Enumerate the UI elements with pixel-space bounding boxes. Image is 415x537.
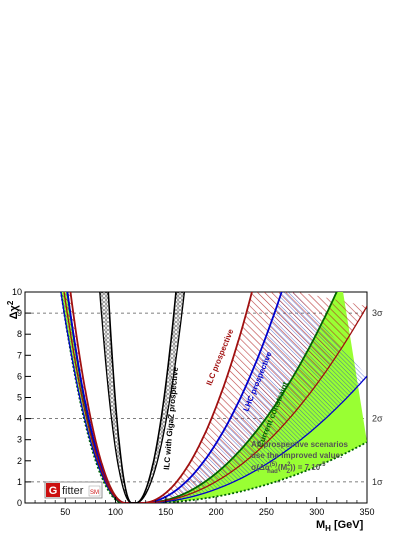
annotation-line3: σ(Δα(5) had(M2 Z)) = 7 10-5 [251, 462, 326, 475]
logo-word: fitter [62, 485, 84, 497]
annotation-line3-c: )) = 7 10 [290, 463, 321, 472]
y-tick-label-7: 6 [17, 371, 22, 381]
annotation-line3-sup2: 2 [287, 462, 291, 468]
band-3 [64, 292, 367, 503]
curve-3-outer [63, 292, 367, 503]
x-tick-label-3: 150 [158, 507, 173, 517]
sigma-label-2: 2σ [372, 414, 383, 424]
curve-1-outer [60, 292, 367, 503]
x-axis-title-unit: [GeV] [334, 519, 364, 531]
y-tick-label-8: 7 [17, 350, 22, 360]
y-tick-label-1: 0 [17, 498, 22, 508]
x-axis-title-sub: H [325, 524, 331, 533]
y-tick-label-2: 1 [17, 477, 22, 487]
annotation-line2: use the improved value: [251, 451, 343, 460]
annotation-block: All prospective scenarios use the improv… [251, 440, 348, 475]
x-axis-title: MH [GeV] [316, 519, 364, 533]
curves-layer [60, 292, 367, 503]
curve-4-inner [107, 292, 177, 503]
axes-layer: 50 100 150 200 250 300 350 0 1 2 3 4 5 6 7 8 9 10 [12, 287, 375, 517]
y-tick-label-5: 4 [17, 414, 22, 424]
annotation-line3-sub: had [267, 469, 278, 475]
curve-4-outer [99, 292, 186, 503]
x-tick-label-2: 100 [108, 507, 123, 517]
annotation-line3-sup: (5) [270, 462, 277, 468]
logo-badge: SM [90, 490, 99, 496]
annotation-line1: All prospective scenarios [251, 440, 348, 449]
y-axis-title-sup: 2 [6, 300, 15, 305]
x-tick-label-1: 50 [60, 507, 70, 517]
band-1 [61, 292, 367, 503]
y-axis-title: Δχ2 [6, 300, 20, 319]
x-axis-title-main: M [316, 519, 325, 531]
annotation-line3-a: σ(Δα [251, 463, 270, 472]
logo-g-box [46, 483, 60, 497]
y-tick-label-4: 3 [17, 435, 22, 445]
y-tick-label-10: 9 [17, 308, 22, 318]
band-4 [99, 292, 185, 503]
annotation-line3-exp: -5 [320, 462, 326, 468]
logo-badge-box [88, 485, 101, 497]
y-axis-title-main: Δχ [8, 304, 20, 319]
annotation-line3-sub2: Z [287, 469, 291, 475]
logo-g-letter: G [49, 485, 58, 497]
x-tick-label-4: 200 [209, 507, 224, 517]
curve-2-inner [66, 292, 283, 503]
y-tick-label-3: 2 [17, 456, 22, 466]
sigma-label-1: 1σ [372, 477, 383, 487]
x-tick-label-7: 350 [359, 507, 374, 517]
annotation-line3-b: (M [278, 463, 288, 472]
curve-3-inner [69, 292, 253, 503]
y-tick-label-9: 8 [17, 329, 22, 339]
sigma-label-3: 3σ [372, 308, 383, 318]
x-tick-label-6: 300 [309, 507, 324, 517]
gfitter-logo: G fitter SM [44, 481, 103, 499]
y-tick-label-11: 10 [12, 287, 22, 297]
x-tick-label-5: 250 [259, 507, 274, 517]
y-tick-label-6: 5 [17, 393, 22, 403]
